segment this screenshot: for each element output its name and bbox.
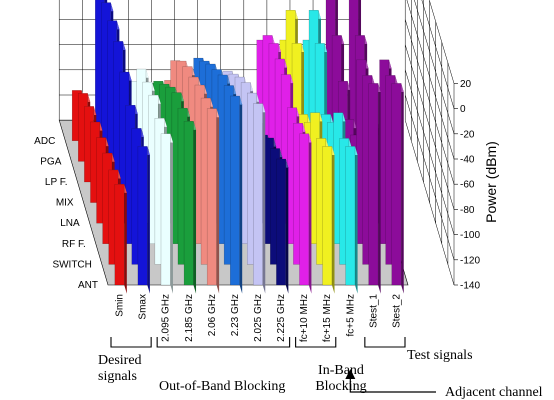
y-tick-label: -120	[460, 255, 480, 266]
bar-fc-15-mhz-ant	[322, 146, 335, 294]
depth-label: ANT	[78, 280, 98, 291]
bar-2-225-ghz-ant	[276, 158, 289, 294]
bar-stest-2-ant	[391, 83, 404, 294]
adjacent-channel-arrow	[345, 369, 436, 393]
y-tick-label: -40	[460, 155, 475, 166]
group-label-oob: Out-of-Band Blocking	[159, 379, 285, 394]
group-bracket	[295, 337, 337, 348]
category-label: fc+5 MHz	[345, 294, 356, 337]
adjacent-arrow-line	[349, 379, 436, 393]
bar-front	[322, 146, 333, 286]
bar-2-095-ghz-ant	[160, 133, 173, 294]
bar-2-185-ghz-ant	[183, 120, 197, 294]
bar-side	[147, 146, 150, 294]
bar-fc-10-mhz-ant	[299, 133, 312, 294]
bar-front	[183, 120, 194, 286]
group-label-inband: In-Band Blocking	[315, 363, 366, 394]
y-tick-label: -20	[460, 129, 475, 140]
bar-front	[299, 133, 310, 286]
bar-front	[137, 146, 148, 286]
y-tick-label: -80	[460, 205, 475, 216]
y-tick-label: 0	[460, 104, 466, 115]
group-label-test: Test signals	[407, 348, 473, 363]
group-brackets	[110, 337, 406, 348]
group-label-desired: Desired signals	[98, 353, 142, 384]
depth-label: LP F.	[45, 177, 68, 188]
depth-label: SWITCH	[52, 259, 91, 270]
y-tick-label: -100	[460, 230, 480, 241]
bar-side	[124, 184, 127, 294]
bar-side	[262, 103, 266, 294]
group-bracket	[110, 337, 152, 348]
category-label: 2.225 GHz	[276, 294, 287, 342]
category-label: Stest_2	[391, 294, 402, 328]
bar-front	[345, 146, 356, 286]
bar-side	[401, 83, 404, 294]
bar-side	[239, 96, 243, 294]
y-axis: 20 0 -20 -40 -60 -80 -100 -120 -140	[454, 79, 480, 292]
bar-side	[193, 121, 197, 294]
group-label-adjacent: Adjacent channel	[445, 385, 543, 400]
y-tick-label: -60	[460, 180, 475, 191]
bar-front	[368, 83, 379, 286]
category-label: 2.06 GHz	[207, 294, 218, 336]
category-label: 2.185 GHz	[184, 294, 195, 342]
bar-fc-5-mhz-ant	[345, 146, 358, 294]
bar-2-06-ghz-ant	[206, 108, 220, 294]
depth-axis-labels: ANT SWITCH RF F. LNA MIX LP F. PGA ADC	[34, 136, 98, 291]
chart-bars	[71, 0, 404, 294]
category-label: 2.23 GHz	[230, 294, 241, 336]
category-label: Stest_1	[368, 294, 379, 328]
bar-2-025-ghz-ant	[253, 103, 266, 294]
bar-smax-ant	[137, 146, 150, 294]
y-tick-label: 20	[460, 79, 472, 90]
bar-side	[216, 108, 220, 294]
bar-2-23-ghz-ant	[230, 95, 243, 294]
y-axis-title: Power (dBm)	[483, 141, 499, 223]
bar-side	[308, 133, 312, 294]
bar-side	[378, 83, 381, 294]
depth-label: PGA	[40, 156, 61, 167]
bar-front	[391, 83, 402, 286]
category-label: Smin	[115, 294, 126, 317]
bar-front	[160, 133, 171, 286]
bar-front	[276, 158, 286, 286]
category-labels: Smin Smax 2.095 GHz 2.185 GHz 2.06 GHz 2.23 G…	[115, 294, 403, 343]
depth-label: RF F.	[62, 239, 86, 250]
bar-side	[331, 146, 335, 294]
depth-label: LNA	[60, 218, 80, 229]
depth-label: MIX	[56, 198, 74, 209]
adjacent-arrow-head	[345, 369, 356, 379]
bar-side	[170, 133, 173, 294]
category-label: fc+15 MHz	[322, 294, 333, 342]
y-tick-label: -140	[460, 281, 480, 292]
category-label: fc+10 MHz	[299, 294, 310, 342]
depth-label: ADC	[34, 136, 55, 147]
bar-front	[114, 183, 125, 286]
bar-side	[355, 146, 358, 294]
category-label: 2.025 GHz	[253, 294, 264, 342]
group-bracket	[364, 337, 406, 348]
bar-smin-ant	[114, 183, 127, 294]
bar-front	[206, 108, 217, 286]
bar-front	[230, 95, 240, 286]
group-bracket	[156, 337, 291, 348]
bar-side	[285, 159, 289, 294]
category-label: Smax	[138, 294, 149, 320]
bar-stest-1-ant	[368, 83, 381, 294]
category-label: 2.095 GHz	[161, 294, 172, 342]
bar-front	[253, 103, 263, 286]
